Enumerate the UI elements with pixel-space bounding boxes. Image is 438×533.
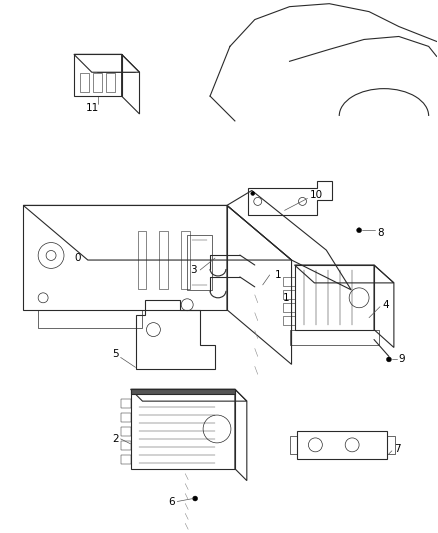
Text: 7: 7	[394, 444, 400, 454]
Circle shape	[386, 357, 392, 362]
Polygon shape	[131, 389, 235, 394]
Text: 5: 5	[112, 350, 119, 359]
Text: 1: 1	[283, 293, 289, 303]
Circle shape	[357, 228, 362, 233]
Text: 4: 4	[382, 300, 389, 310]
Circle shape	[251, 191, 255, 196]
Text: 6: 6	[169, 497, 175, 506]
Text: 0: 0	[74, 253, 81, 263]
Text: 11: 11	[86, 103, 99, 113]
Text: 9: 9	[399, 354, 406, 365]
Text: 3: 3	[191, 265, 197, 275]
Text: 8: 8	[377, 228, 384, 238]
Text: 1: 1	[275, 270, 281, 280]
Text: 10: 10	[309, 190, 322, 200]
Text: 2: 2	[112, 434, 119, 444]
Circle shape	[193, 496, 198, 501]
